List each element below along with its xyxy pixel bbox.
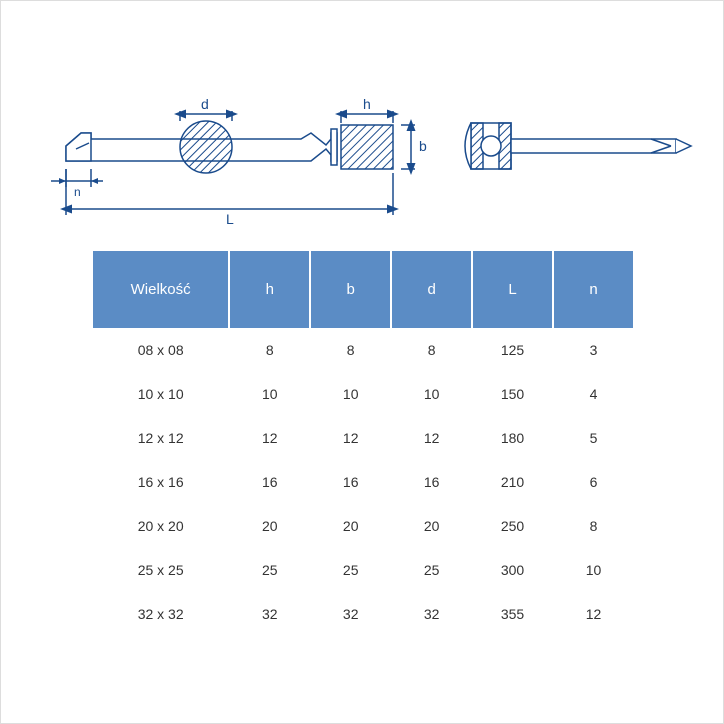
- dim-label-L: L: [226, 211, 234, 227]
- table-cell: 300: [473, 548, 552, 592]
- table-row: 32 x 3232323235512: [93, 592, 633, 636]
- table-cell: 10: [392, 372, 471, 416]
- table-row: 12 x 121212121805: [93, 416, 633, 460]
- dimensions-table: Wielkość h b d L n 08 x 08888125310 x 10…: [91, 251, 635, 636]
- table-cell: 8: [311, 328, 390, 372]
- table-cell: 20: [230, 504, 309, 548]
- table-cell: 5: [554, 416, 633, 460]
- col-header-b: b: [311, 251, 390, 328]
- table-cell: 150: [473, 372, 552, 416]
- table-cell: 16: [392, 460, 471, 504]
- table-cell: 25 x 25: [93, 548, 228, 592]
- table-cell: 125: [473, 328, 552, 372]
- col-header-h: h: [230, 251, 309, 328]
- table-row: 16 x 161616162106: [93, 460, 633, 504]
- table-cell: 8: [230, 328, 309, 372]
- table-row: 08 x 088881253: [93, 328, 633, 372]
- technical-diagram: d h b n L: [31, 61, 695, 241]
- table-row: 25 x 2525252530010: [93, 548, 633, 592]
- table-cell: 12: [392, 416, 471, 460]
- table-cell: 32: [311, 592, 390, 636]
- table-cell: 355: [473, 592, 552, 636]
- dim-label-h: h: [363, 96, 371, 112]
- table-cell: 20 x 20: [93, 504, 228, 548]
- table-cell: 250: [473, 504, 552, 548]
- table-cell: 12 x 12: [93, 416, 228, 460]
- table-row: 10 x 101010101504: [93, 372, 633, 416]
- table-cell: 20: [392, 504, 471, 548]
- table-row: 20 x 202020202508: [93, 504, 633, 548]
- table-cell: 16: [311, 460, 390, 504]
- col-header-wielkosc: Wielkość: [93, 251, 228, 328]
- table-cell: 32: [230, 592, 309, 636]
- table-cell: 180: [473, 416, 552, 460]
- table-header-row: Wielkość h b d L n: [93, 251, 633, 328]
- table-cell: 25: [311, 548, 390, 592]
- table-cell: 12: [311, 416, 390, 460]
- table-cell: 32 x 32: [93, 592, 228, 636]
- dim-label-n: n: [74, 185, 81, 199]
- table-cell: 8: [392, 328, 471, 372]
- table-cell: 210: [473, 460, 552, 504]
- table-cell: 16: [230, 460, 309, 504]
- table-cell: 4: [554, 372, 633, 416]
- table-cell: 10: [554, 548, 633, 592]
- table-cell: 3: [554, 328, 633, 372]
- table-cell: 16 x 16: [93, 460, 228, 504]
- table-cell: 10: [230, 372, 309, 416]
- table-cell: 6: [554, 460, 633, 504]
- table-cell: 8: [554, 504, 633, 548]
- table-cell: 32: [392, 592, 471, 636]
- table-cell: 10 x 10: [93, 372, 228, 416]
- table-cell: 25: [392, 548, 471, 592]
- table-cell: 12: [554, 592, 633, 636]
- table-cell: 25: [230, 548, 309, 592]
- table-cell: 08 x 08: [93, 328, 228, 372]
- col-header-d: d: [392, 251, 471, 328]
- dim-label-b: b: [419, 138, 427, 154]
- dim-label-d: d: [201, 96, 209, 112]
- col-header-n: n: [554, 251, 633, 328]
- table-cell: 20: [311, 504, 390, 548]
- col-header-L: L: [473, 251, 552, 328]
- table-cell: 12: [230, 416, 309, 460]
- table-cell: 10: [311, 372, 390, 416]
